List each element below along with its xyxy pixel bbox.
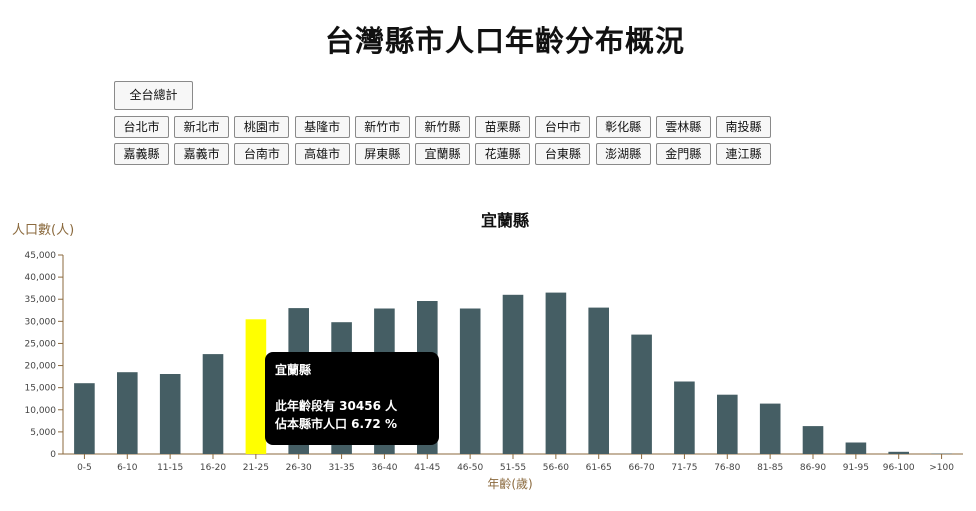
region-button[interactable]: 澎湖縣	[595, 143, 651, 165]
x-tick-label: 76-80	[714, 463, 740, 473]
region-button[interactable]: 南投縣	[716, 116, 771, 138]
x-tick-label: 96-100	[883, 463, 915, 473]
tooltip-share: 佔本縣市人口 6.72 %	[275, 417, 397, 431]
x-tick-label: 61-65	[586, 463, 612, 473]
bar-tooltip: 宜蘭縣 此年齡段有 30456 人 佔本縣市人口 6.72 %	[265, 352, 439, 445]
y-tick-label: 40,000	[25, 273, 57, 283]
bar-61-65	[588, 307, 609, 454]
x-tick-label: 86-90	[800, 463, 826, 473]
x-tick-label: 51-55	[500, 463, 526, 473]
region-button[interactable]: 花蓮縣	[475, 143, 531, 165]
x-tick-label: 0-5	[77, 463, 92, 473]
region-button[interactable]: 桃園市	[234, 116, 290, 138]
bar-0-5	[74, 383, 95, 454]
bar-21-25	[245, 319, 267, 454]
region-button[interactable]: 嘉義縣	[114, 143, 169, 165]
y-tick-label: 30,000	[25, 317, 57, 327]
region-button[interactable]: 雲林縣	[655, 116, 711, 138]
region-button[interactable]: 金門縣	[655, 143, 711, 165]
region-button[interactable]: 宜蘭縣	[415, 143, 470, 165]
region-button[interactable]: 嘉義市	[174, 143, 230, 165]
x-tick-label: 21-25	[243, 463, 269, 473]
region-button[interactable]: 屏東縣	[354, 143, 410, 165]
y-tick-label: 0	[50, 450, 56, 460]
region-button[interactable]: 新竹市	[354, 116, 410, 138]
bar-51-55	[502, 294, 524, 454]
x-tick-label: 66-70	[628, 463, 654, 473]
y-tick-label: 10,000	[25, 406, 57, 416]
bar-66-70	[631, 334, 652, 454]
chart-title: 宜蘭縣	[481, 211, 529, 230]
bar-76-80	[717, 394, 738, 454]
bar-96-100	[888, 451, 909, 454]
region-button[interactable]: 高雄市	[294, 143, 350, 165]
tooltip-count: 此年齡段有 30456 人	[275, 399, 398, 413]
bar-71-75	[674, 381, 695, 454]
x-tick-label: 31-35	[328, 463, 354, 473]
bar-11-15	[159, 374, 181, 454]
region-button[interactable]: 新竹縣	[415, 116, 470, 138]
x-tick-label: 41-45	[414, 463, 440, 473]
region-button[interactable]: 彰化縣	[595, 116, 651, 138]
x-tick-label: 91-95	[843, 463, 869, 473]
total-button[interactable]: 全台總計	[114, 81, 193, 110]
x-tick-label: 6-10	[117, 463, 138, 473]
x-tick-label: 46-50	[457, 463, 483, 473]
y-tick-label: 20,000	[25, 362, 57, 372]
bar-91-95	[845, 442, 867, 454]
x-tick-label: 81-85	[757, 463, 783, 473]
x-tick-label: 16-20	[200, 463, 226, 473]
region-button[interactable]: 苗栗縣	[475, 116, 531, 138]
x-axis-label: 年齡(歲)	[487, 477, 532, 491]
y-tick-label: 5,000	[30, 428, 56, 438]
x-tick-label: 71-75	[671, 463, 697, 473]
y-tick-label: 35,000	[25, 295, 57, 305]
page-title: 台灣縣市人口年齡分布概況	[324, 24, 685, 58]
x-tick-label: 56-60	[543, 463, 569, 473]
bar-86-90	[802, 426, 824, 454]
region-button[interactable]: 台北市	[114, 116, 169, 138]
region-button[interactable]: 連江縣	[716, 143, 771, 165]
bar-16-20	[202, 354, 224, 454]
x-tick-label: 36-40	[371, 463, 397, 473]
region-button[interactable]: 台南市	[234, 143, 290, 165]
y-tick-label: 15,000	[25, 384, 57, 394]
region-button[interactable]: 台中市	[535, 116, 591, 138]
region-button[interactable]: 新北市	[174, 116, 230, 138]
x-tick-label: >100	[929, 463, 954, 473]
region-button[interactable]: 基隆市	[294, 116, 350, 138]
bar-81-85	[759, 403, 781, 454]
x-tick-label: 11-15	[157, 463, 183, 473]
tooltip-region: 宜蘭縣	[275, 363, 312, 377]
bar-46-50	[459, 308, 481, 454]
y-tick-label: 25,000	[25, 339, 57, 349]
y-axis-label: 人口數(人)	[12, 223, 74, 238]
x-tick-label: 26-30	[286, 463, 312, 473]
y-tick-label: 45,000	[25, 251, 57, 261]
region-button[interactable]: 台東縣	[535, 143, 591, 165]
bar-6-10	[117, 372, 138, 454]
bar-56-60	[545, 292, 567, 454]
